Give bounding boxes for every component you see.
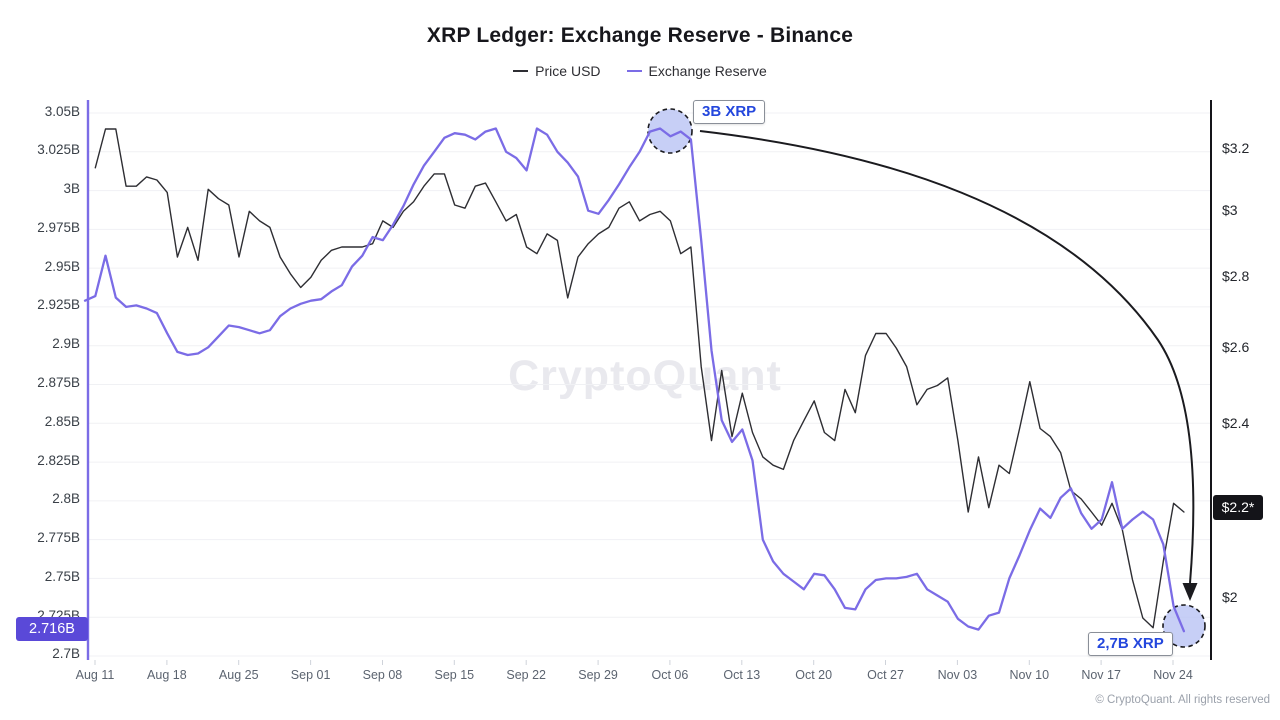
legend-label: Exchange Reserve: [648, 63, 767, 79]
left-axis-tick-label: 3.025B: [37, 142, 80, 158]
right-axis-tick-label: $3: [1222, 201, 1238, 218]
left-axis-tick-label: 2.75B: [44, 568, 80, 584]
left-axis-tick-label: 2.925B: [37, 297, 80, 313]
copyright-notice: © CryptoQuant. All rights reserved: [1095, 694, 1270, 706]
left-axis-tick-label: 2.825B: [37, 452, 80, 468]
left-axis-tick-label: 2.9B: [52, 336, 80, 352]
right-axis-tick-label: $2.6: [1222, 338, 1250, 355]
exchange-reserve-line: [83, 127, 1186, 633]
x-axis-tick-label: Oct 13: [723, 668, 761, 682]
trough-annotation-circle: [1162, 604, 1206, 648]
peak-to-trough-arrow: [699, 130, 1195, 584]
left-axis-tick-label: 2.85B: [44, 413, 80, 429]
legend-item-exchange-reserve[interactable]: Exchange Reserve: [626, 63, 767, 79]
left-axis-tick-label: 2.95B: [44, 258, 80, 274]
right-axis-tick-label: $2.8: [1222, 267, 1250, 284]
right-axis-tick-label: $2.4: [1222, 415, 1250, 432]
price-usd-line: [94, 128, 1185, 629]
peak-annotation-label: 3B XRP: [693, 100, 766, 124]
x-axis-tick-label: Nov 10: [1009, 668, 1050, 682]
page-title: XRP Ledger: Exchange Reserve - Binance: [426, 24, 854, 47]
left-axis-tick-label: 2.8B: [52, 491, 80, 507]
legend-dash-icon: [626, 70, 642, 72]
right-axis-tick-label: $2: [1222, 589, 1238, 606]
x-axis-tick-label: Oct 20: [795, 668, 833, 682]
x-axis-tick-label: Nov 03: [937, 668, 978, 682]
left-axis-tick-label: 3.05B: [44, 103, 80, 119]
left-axis-tick-label: 2.875B: [37, 374, 80, 390]
left-axis-tick-label: 2.7B: [52, 646, 80, 662]
right-axis-tick-label: $3.2: [1222, 140, 1250, 157]
x-axis-tick-label: Sep 22: [506, 668, 546, 682]
left-axis-tick-label: 3B: [63, 181, 80, 197]
left-axis-tick-label: 2.775B: [37, 530, 80, 546]
x-axis-tick-label: Sep 29: [578, 668, 618, 682]
legend-dash-icon: [513, 70, 529, 72]
cryptoquant-watermark: CryptoQuant: [508, 352, 782, 400]
x-axis-tick-label: Oct 06: [651, 668, 689, 682]
arrowhead-icon: [1182, 583, 1198, 601]
legend-label: Price USD: [535, 63, 601, 79]
x-axis-tick-label: Nov 17: [1081, 668, 1121, 682]
legend: Price USD Exchange Reserve: [0, 63, 1280, 79]
current-reserve-badge: 2.716B: [16, 617, 88, 641]
x-axis-tick-label: Aug 11: [75, 668, 115, 682]
x-axis-tick-label: Sep 01: [290, 668, 331, 682]
x-axis-tick-label: Sep 08: [362, 668, 403, 682]
trough-annotation-label: 2,7B XRP: [1088, 632, 1173, 656]
x-axis-tick-label: Sep 15: [434, 668, 475, 682]
x-axis-tick-label: Nov 24: [1153, 668, 1193, 682]
current-price-badge: $2.2*: [1213, 495, 1263, 520]
x-axis-tick-label: Oct 27: [867, 668, 904, 682]
peak-annotation-circle: [647, 108, 693, 154]
x-axis-tick-label: Aug 25: [218, 668, 259, 682]
x-axis-tick-label: Aug 18: [147, 668, 187, 682]
left-axis-tick-label: 2.975B: [37, 219, 80, 235]
legend-item-price-usd[interactable]: Price USD: [513, 63, 601, 79]
